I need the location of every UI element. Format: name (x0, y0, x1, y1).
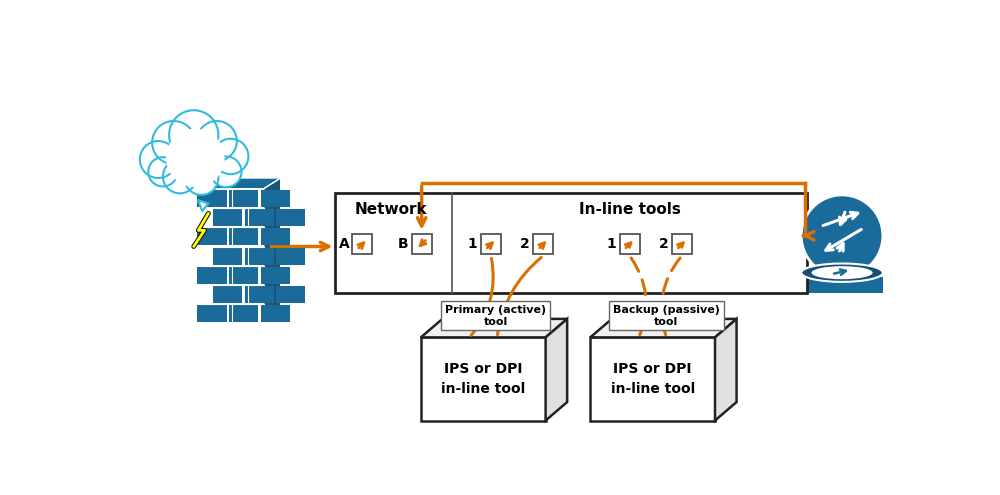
Polygon shape (198, 200, 208, 211)
FancyBboxPatch shape (261, 305, 290, 322)
Text: Primary (active)
tool: Primary (active) tool (445, 305, 546, 327)
FancyBboxPatch shape (229, 305, 258, 322)
Text: 2: 2 (659, 237, 668, 251)
Text: B: B (398, 237, 408, 251)
Circle shape (184, 161, 218, 195)
FancyBboxPatch shape (533, 234, 553, 254)
Text: 1: 1 (606, 237, 616, 251)
FancyBboxPatch shape (672, 234, 692, 254)
Text: In-line tools: In-line tools (579, 202, 680, 217)
Circle shape (152, 121, 195, 164)
FancyBboxPatch shape (276, 248, 305, 265)
Circle shape (211, 156, 241, 187)
Circle shape (163, 159, 197, 194)
Polygon shape (590, 319, 737, 338)
Text: Backup (passive)
tool: Backup (passive) tool (613, 305, 720, 327)
Polygon shape (715, 319, 737, 421)
Text: IPS or DPI
in-line tool: IPS or DPI in-line tool (441, 362, 525, 396)
FancyBboxPatch shape (261, 267, 290, 284)
FancyBboxPatch shape (590, 338, 715, 421)
FancyBboxPatch shape (229, 190, 258, 207)
Circle shape (197, 121, 237, 161)
Bar (801, 277, 883, 294)
Ellipse shape (801, 195, 883, 277)
Polygon shape (201, 178, 281, 189)
FancyBboxPatch shape (197, 190, 227, 207)
Text: 2: 2 (520, 237, 530, 251)
FancyBboxPatch shape (229, 228, 258, 246)
Text: 1: 1 (468, 237, 477, 251)
FancyBboxPatch shape (245, 209, 274, 226)
FancyBboxPatch shape (245, 248, 274, 265)
Polygon shape (264, 178, 281, 324)
Text: A: A (338, 237, 349, 251)
FancyBboxPatch shape (197, 305, 227, 322)
FancyBboxPatch shape (213, 209, 242, 226)
Circle shape (140, 141, 177, 178)
FancyBboxPatch shape (352, 234, 372, 254)
Circle shape (169, 110, 218, 159)
FancyBboxPatch shape (620, 234, 640, 254)
FancyBboxPatch shape (245, 286, 274, 303)
Text: Network: Network (355, 202, 427, 217)
Circle shape (213, 139, 248, 174)
FancyBboxPatch shape (421, 338, 546, 421)
FancyBboxPatch shape (261, 228, 290, 246)
FancyBboxPatch shape (213, 286, 242, 303)
Ellipse shape (801, 263, 883, 282)
FancyBboxPatch shape (197, 267, 227, 284)
FancyBboxPatch shape (213, 248, 242, 265)
FancyBboxPatch shape (481, 234, 501, 254)
Circle shape (148, 157, 178, 187)
FancyBboxPatch shape (229, 267, 258, 284)
Text: IPS or DPI
in-line tool: IPS or DPI in-line tool (611, 362, 695, 396)
FancyBboxPatch shape (261, 190, 290, 207)
FancyBboxPatch shape (335, 193, 807, 293)
Polygon shape (421, 319, 567, 338)
Ellipse shape (811, 266, 873, 279)
FancyBboxPatch shape (276, 286, 305, 303)
FancyBboxPatch shape (412, 234, 432, 254)
FancyBboxPatch shape (276, 209, 305, 226)
Circle shape (166, 129, 225, 187)
FancyBboxPatch shape (197, 228, 227, 246)
Polygon shape (546, 319, 567, 421)
